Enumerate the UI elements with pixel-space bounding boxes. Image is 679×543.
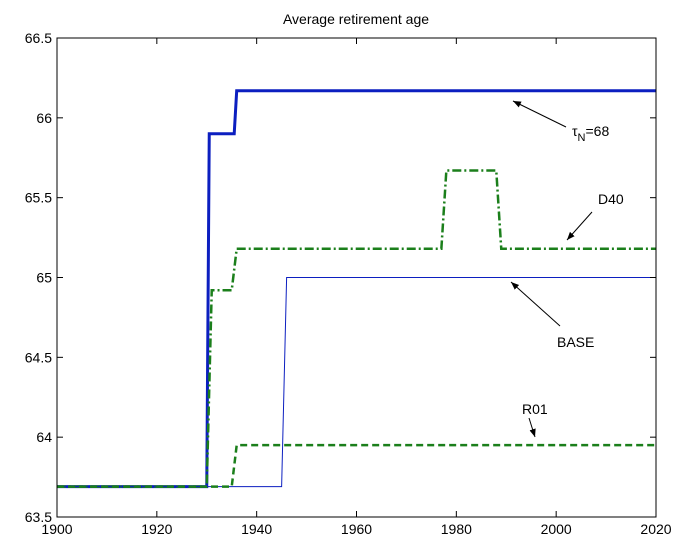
annotation-text: R01 [522, 401, 548, 417]
y-tick-label: 64.5 [25, 349, 52, 365]
annotation-text: τ [572, 123, 578, 139]
y-tick-label: 65.5 [25, 190, 52, 206]
annotation-label: BASE [557, 334, 594, 350]
series-line [57, 169, 656, 488]
x-tick-label: 1940 [241, 521, 272, 537]
y-tick-label: 66 [36, 110, 52, 126]
y-tick-label: 66.5 [25, 30, 52, 46]
annotation-label: τN=68 [572, 123, 609, 144]
x-tick-label: 2020 [640, 521, 671, 537]
y-tick-label: 64 [36, 429, 52, 445]
y-tick-label: 63.5 [25, 509, 52, 525]
x-tick-label: 1960 [341, 521, 372, 537]
annotation-subscript: N [578, 132, 586, 144]
annotation-arrow [528, 417, 536, 438]
annotation-text: =68 [585, 123, 609, 139]
y-tick-label: 65 [36, 270, 52, 286]
x-tick-label: 1920 [141, 521, 172, 537]
annotation-label: D40 [598, 191, 624, 207]
x-tick-label: 1980 [441, 521, 472, 537]
x-tick-label: 1900 [41, 521, 72, 537]
annotation-text: D40 [598, 191, 624, 207]
annotation-text: BASE [557, 334, 594, 350]
chart-title: Average retirement age [283, 11, 429, 27]
annotation-arrow [512, 100, 567, 128]
annotation-label: R01 [522, 401, 548, 417]
annotation-arrow [566, 211, 593, 241]
x-tick-label: 2000 [541, 521, 572, 537]
annotation-arrow [510, 281, 561, 327]
